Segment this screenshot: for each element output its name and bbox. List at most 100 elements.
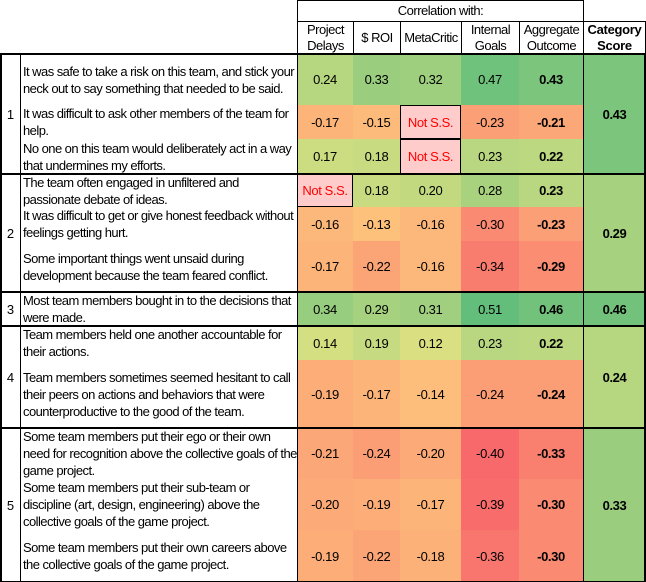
group-divider — [0, 53, 646, 55]
correlation-cell: -0.40 — [461, 428, 519, 479]
correlation-cell: 0.29 — [353, 292, 400, 326]
correlation-cell: -0.20 — [400, 428, 461, 479]
correlation-cell: 0.51 — [461, 292, 519, 326]
correlation-cell: 0.33 — [353, 54, 400, 105]
statement-text: Some important things went unsaid during… — [23, 250, 268, 283]
column-divider — [20, 53, 21, 582]
statement-text: Most team members bought in to the decis… — [23, 293, 291, 325]
correlation-cell: -0.19 — [297, 360, 353, 428]
aggregate-outcome-cell: -0.33 — [519, 428, 583, 479]
group-divider — [0, 427, 646, 429]
statement-text: Some team members put their own careers … — [23, 540, 287, 572]
correlation-cell: -0.13 — [353, 207, 400, 241]
correlation-cell: 0.18 — [353, 174, 400, 207]
aggregate-outcome-cell: -0.24 — [519, 360, 583, 428]
correlation-cell: 0.14 — [297, 326, 353, 360]
group-divider — [0, 173, 646, 175]
statement-text: Some team members put their sub-team or … — [23, 480, 260, 529]
correlation-cell: -0.18 — [400, 530, 461, 582]
correlation-cell: -0.22 — [353, 241, 400, 292]
category-score-cell: 0.33 — [584, 428, 645, 582]
correlation-cell: 0.24 — [297, 54, 353, 105]
correlation-cell: -0.16 — [400, 241, 461, 292]
correlation-cell: -0.23 — [461, 105, 519, 139]
correlation-cell: -0.36 — [461, 530, 519, 582]
category-number: 3 — [6, 301, 15, 317]
correlation-cell: -0.22 — [353, 530, 400, 582]
aggregate-outcome-cell: -0.21 — [519, 105, 583, 139]
category-number: 5 — [6, 497, 15, 513]
correlation-cell: -0.16 — [400, 207, 461, 241]
statement-text: It was difficult to get or give honest f… — [23, 208, 294, 240]
aggregate-outcome-cell: 0.22 — [519, 326, 583, 360]
column-divider — [0, 53, 2, 582]
correlation-cell: 0.47 — [461, 54, 519, 105]
correlation-cell: -0.17 — [297, 241, 353, 292]
aggregate-outcome-cell: -0.30 — [519, 479, 583, 530]
column-header: MetaCritic — [400, 21, 462, 55]
correlation-cell: 0.20 — [400, 174, 461, 207]
column-header: Project Delays — [297, 21, 354, 55]
column-header: Internal Goals — [461, 21, 520, 55]
not-significant-cell: Not S.S. — [400, 105, 461, 139]
category-score-cell: 0.24 — [584, 326, 645, 428]
correlation-cell: 0.28 — [461, 174, 519, 207]
correlation-cell: -0.16 — [297, 207, 353, 241]
statement-text: It was safe to take a risk on this team,… — [23, 63, 295, 96]
correlation-cell: -0.19 — [297, 530, 353, 582]
correlation-cell: -0.34 — [461, 241, 519, 292]
correlation-cell: -0.39 — [461, 479, 519, 530]
correlation-cell: 0.19 — [353, 326, 400, 360]
correlation-cell: -0.20 — [297, 479, 353, 530]
correlation-cell: 0.18 — [353, 139, 400, 174]
correlation-cell: 0.23 — [461, 326, 519, 360]
correlation-cell: -0.17 — [297, 105, 353, 139]
correlation-cell: 0.23 — [461, 139, 519, 174]
aggregate-outcome-cell: 0.46 — [519, 292, 583, 326]
correlation-cell: -0.21 — [297, 428, 353, 479]
aggregate-outcome-cell: 0.43 — [519, 54, 583, 105]
category-score-cell: 0.29 — [584, 174, 645, 292]
aggregate-outcome-cell: -0.23 — [519, 207, 583, 241]
category-score-cell: 0.43 — [584, 54, 645, 174]
correlation-cell: -0.24 — [353, 428, 400, 479]
column-divider — [583, 53, 584, 582]
statement-text: It was difficult to ask other members of… — [23, 106, 289, 138]
column-divider — [297, 53, 298, 582]
correlation-cell: -0.14 — [400, 360, 461, 428]
group-divider — [0, 325, 646, 327]
statement-text: Some team members put their ego or their… — [23, 429, 297, 478]
correlation-group-header: Correlation with: — [297, 0, 584, 22]
aggregate-outcome-cell: -0.30 — [519, 530, 583, 582]
column-header: $ ROI — [353, 21, 401, 55]
correlation-cell: -0.17 — [400, 479, 461, 530]
statement-text: Team members sometimes seemed hesitant t… — [23, 369, 291, 419]
statement-text: The team often engaged in unfiltered and… — [23, 174, 239, 207]
statement-text: Team members held one another accountabl… — [23, 327, 282, 359]
correlation-cell: -0.17 — [353, 360, 400, 428]
category-number: 2 — [6, 225, 15, 241]
category-score-header: Category Score — [583, 21, 646, 55]
aggregate-outcome-cell: -0.29 — [519, 241, 583, 292]
correlation-cell: 0.32 — [400, 54, 461, 105]
category-score-cell: 0.46 — [584, 292, 645, 326]
category-number: 4 — [6, 369, 15, 385]
aggregate-outcome-cell: 0.22 — [519, 139, 583, 174]
correlation-cell: 0.34 — [297, 292, 353, 326]
correlation-cell: -0.15 — [353, 105, 400, 139]
column-divider — [644, 53, 646, 582]
group-divider — [0, 291, 646, 293]
correlation-cell: -0.19 — [353, 479, 400, 530]
correlation-cell: 0.12 — [400, 326, 461, 360]
correlation-cell: -0.30 — [461, 207, 519, 241]
correlation-cell: -0.24 — [461, 360, 519, 428]
correlation-cell: 0.31 — [400, 292, 461, 326]
correlation-cell: 0.17 — [297, 139, 353, 174]
not-significant-cell: Not S.S. — [400, 139, 461, 174]
column-header: Aggregate Outcome — [519, 21, 584, 55]
category-number: 1 — [6, 106, 15, 122]
not-significant-cell: Not S.S. — [297, 174, 353, 207]
aggregate-outcome-cell: 0.23 — [519, 174, 583, 207]
statement-text: No one on this team would deliberately a… — [23, 140, 292, 173]
